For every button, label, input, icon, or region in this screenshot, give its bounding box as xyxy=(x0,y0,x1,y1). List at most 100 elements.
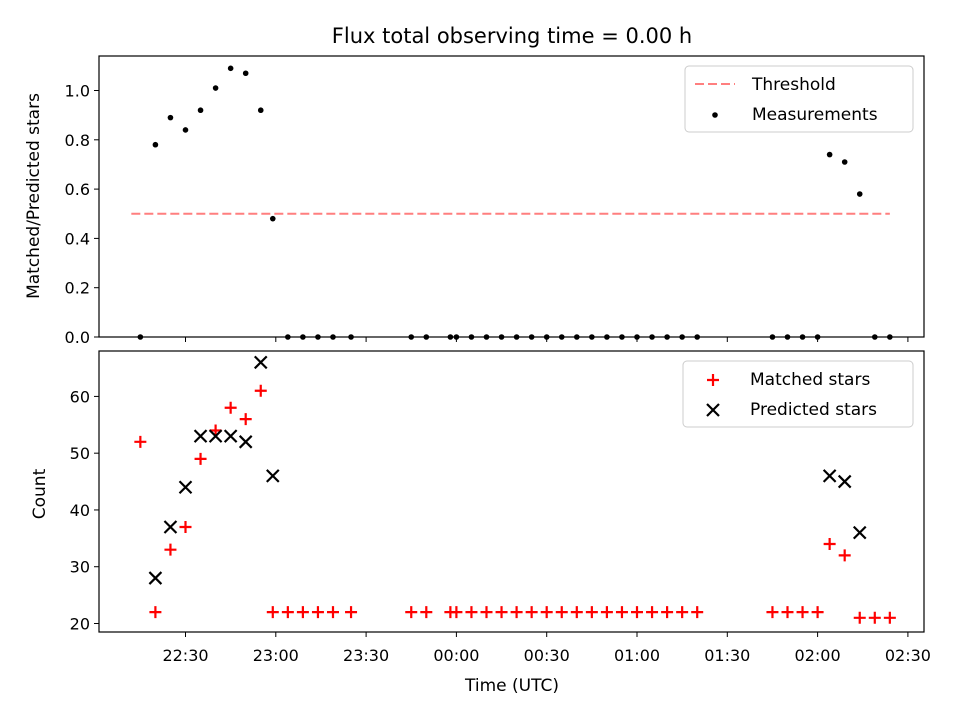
matched-stars-point xyxy=(781,606,794,619)
y-tick-label: 20 xyxy=(70,614,90,633)
x-tick-label: 00:30 xyxy=(524,646,570,665)
x-tick-label: 01:00 xyxy=(614,646,660,665)
bottom-y-axis-label: Count xyxy=(30,468,50,519)
matched-stars-point xyxy=(853,611,866,624)
predicted-stars-point xyxy=(253,355,268,370)
measurement-point xyxy=(167,114,174,121)
predicted-stars-point xyxy=(837,474,852,489)
x-axis-label: Time (UTC) xyxy=(464,676,559,696)
predicted-stars-point xyxy=(163,520,178,534)
legend: Matched stars Predicted stars xyxy=(682,360,914,428)
measurement-point xyxy=(257,107,264,114)
x-tick-label: 23:00 xyxy=(253,646,299,665)
matched-stars-point xyxy=(495,606,508,619)
y-tick-label: 60 xyxy=(70,387,90,406)
measurement-point xyxy=(242,70,249,77)
y-tick-label: 50 xyxy=(70,444,90,463)
predicted-stars-point xyxy=(223,429,238,443)
bottom-plot-area: 20 30 40 50 60 22:30 23:00 23:30 00:00 00:30 01:00… xyxy=(70,350,931,665)
top-plot-area: 0.0 0.2 0.4 0.6 0.8 1.0 Threshold Measurements xyxy=(65,55,925,347)
legend-box xyxy=(682,360,914,428)
x-tick-label: 02:00 xyxy=(795,646,841,665)
matched-stars-point xyxy=(631,606,643,619)
matched-stars-point xyxy=(766,606,779,619)
matched-stars-point xyxy=(239,413,252,426)
axes-frame xyxy=(98,350,925,633)
measurement-point xyxy=(227,65,234,72)
predicted-stars-point xyxy=(852,525,867,540)
chart-title: Flux total observing time = 0.00 h xyxy=(332,24,692,48)
matched-stars-point xyxy=(540,606,553,619)
matched-stars-point xyxy=(615,606,628,619)
y-tick-label: 0.4 xyxy=(65,229,90,248)
matched-stars-point xyxy=(450,606,463,619)
measurement-point xyxy=(197,107,204,114)
matched-stars-point xyxy=(254,384,267,397)
predicted-stars-point xyxy=(822,469,837,483)
matched-stars-point xyxy=(796,606,809,619)
matched-stars-point xyxy=(296,606,309,619)
matched-stars-point xyxy=(164,543,177,556)
measurement-point xyxy=(826,151,833,158)
measurement-point xyxy=(856,191,863,197)
matched-stars-point xyxy=(149,606,162,619)
measurement-point xyxy=(841,159,848,165)
matched-stars-point xyxy=(570,606,583,619)
matched-stars-point xyxy=(209,424,222,437)
x-tick-label: 23:30 xyxy=(343,646,389,665)
y-tick-label: 0.2 xyxy=(65,279,90,298)
y-tick-label: 40 xyxy=(70,501,90,520)
y-tick-label: 1.0 xyxy=(65,82,90,101)
measurement-point xyxy=(182,127,189,133)
matched-stars-point xyxy=(281,606,294,619)
matched-stars-point xyxy=(480,606,493,619)
x-tick-label: 02:30 xyxy=(885,646,931,665)
predicted-stars-point xyxy=(208,429,223,443)
measurement-point xyxy=(212,85,219,91)
measurement-point xyxy=(269,215,276,222)
matched-stars-point xyxy=(811,606,824,619)
legend-matched-swatch xyxy=(707,374,719,386)
measurement-point xyxy=(152,141,159,148)
y-tick-label: 0.8 xyxy=(65,131,90,150)
x-tick-label: 22:30 xyxy=(162,646,208,665)
matched-stars-point xyxy=(525,606,538,619)
matched-stars-point xyxy=(345,606,358,619)
legend-predicted-swatch xyxy=(706,403,720,417)
predicted-stars-point xyxy=(178,480,193,495)
matched-stars-point xyxy=(646,606,659,619)
top-y-axis-label: Matched/Predicted stars xyxy=(24,93,44,299)
matched-stars-point xyxy=(420,606,433,619)
predicted-stars-point xyxy=(193,429,208,443)
predicted-stars-point xyxy=(266,469,280,483)
x-tick-label: 00:00 xyxy=(433,646,479,665)
matched-stars-point xyxy=(555,606,568,619)
y-tick-label: 0.0 xyxy=(65,328,90,347)
legend-measurements-swatch xyxy=(712,112,718,118)
matched-stars-point xyxy=(224,401,237,414)
matched-stars-point xyxy=(311,606,324,619)
legend-matched-label: Matched stars xyxy=(750,370,870,390)
legend: Threshold Measurements xyxy=(684,65,914,133)
matched-stars-point xyxy=(883,611,896,624)
y-tick-label: 30 xyxy=(70,558,90,577)
axes-frame xyxy=(98,55,925,338)
legend-predicted-label: Predicted stars xyxy=(750,400,877,420)
matched-stars-point xyxy=(676,606,689,619)
matched-stars-point xyxy=(266,606,279,619)
matched-stars-point xyxy=(691,606,704,619)
legend-box xyxy=(684,65,914,133)
matched-stars-point xyxy=(326,606,339,619)
matched-stars-point xyxy=(465,606,478,619)
predicted-stars-point xyxy=(238,435,253,449)
matched-stars-point xyxy=(600,606,613,619)
matched-stars-point xyxy=(661,606,674,619)
matched-stars-point xyxy=(510,606,523,619)
matched-stars-point xyxy=(405,606,418,619)
matched-stars-point xyxy=(823,538,836,551)
predicted-stars-point xyxy=(148,571,163,585)
matched-stars-point xyxy=(838,549,851,562)
matched-stars-point xyxy=(179,520,192,533)
legend-measurements-label: Measurements xyxy=(752,105,878,125)
